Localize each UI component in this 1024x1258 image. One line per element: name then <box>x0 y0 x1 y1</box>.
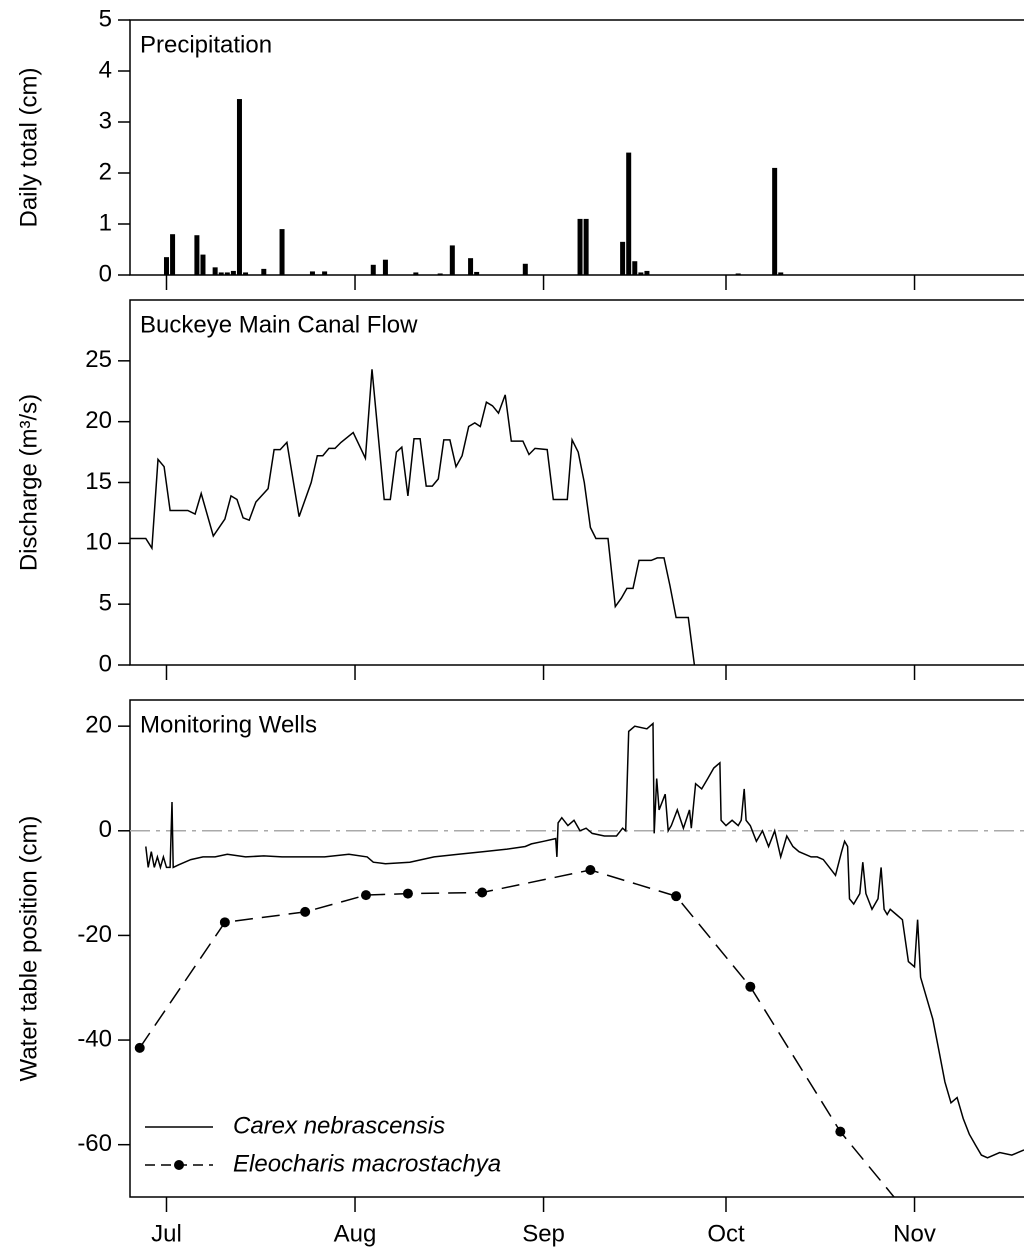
panel-title: Precipitation <box>140 31 272 58</box>
data-line <box>130 369 696 665</box>
bar <box>413 272 419 275</box>
legend-marker <box>174 1160 184 1170</box>
bar <box>437 273 443 275</box>
data-line <box>145 721 1024 1159</box>
y-tick-label: 5 <box>99 5 112 32</box>
y-tick-label: 0 <box>99 650 112 677</box>
y-tick-label: 1 <box>99 209 112 236</box>
bar <box>626 152 632 275</box>
axis-frame <box>129 19 1024 276</box>
data-point <box>134 1042 145 1053</box>
plot-area <box>130 721 1024 1197</box>
y-tick-label: 2 <box>99 158 112 185</box>
bar <box>224 272 230 275</box>
y-tick-label: 5 <box>99 590 112 617</box>
x-tick-label: Nov <box>893 1220 936 1247</box>
data-point <box>835 1126 846 1137</box>
y-tick-label: 0 <box>99 816 112 843</box>
axis-frame <box>129 699 1024 1198</box>
x-tick-label: Jul <box>151 1220 182 1247</box>
bar <box>583 218 589 275</box>
data-line <box>139 869 895 1197</box>
bar <box>212 267 218 275</box>
y-tick-label: 0 <box>99 260 112 287</box>
bar <box>243 272 249 275</box>
y-tick-label: -60 <box>77 1130 112 1157</box>
bar <box>194 235 200 275</box>
bar <box>230 270 236 275</box>
y-tick-label: 3 <box>99 107 112 134</box>
panel: 0 5 10 15 20 25 Buckeye Main Canal Flow Dischar… <box>15 299 1024 680</box>
y-tick-label: 20 <box>85 407 112 434</box>
panel: 0 1 2 3 4 5 Precipitation Daily total (cm) <box>15 5 1024 290</box>
bar <box>322 271 328 275</box>
y-tick-label: 20 <box>85 712 112 739</box>
panel: -60 -40 -20 0 20 Jul Aug Sep Oct Nov Monitoring We… <box>15 699 1024 1247</box>
y-axis-label: Daily total (cm) <box>15 67 42 227</box>
bar <box>279 229 285 275</box>
axis-frame <box>129 299 1024 666</box>
bar <box>200 254 206 275</box>
data-point <box>745 981 756 992</box>
bar <box>468 258 474 275</box>
y-tick-label: 4 <box>99 56 112 83</box>
y-axis-label: Water table position (cm) <box>15 816 42 1082</box>
bar <box>772 167 778 275</box>
x-tick-label: Oct <box>707 1220 745 1247</box>
bar <box>632 261 638 275</box>
bar <box>309 271 315 275</box>
legend-label: Carex nebrascensis <box>233 1112 445 1139</box>
bar <box>644 270 650 275</box>
bar <box>620 241 626 275</box>
bar <box>735 273 741 275</box>
y-tick-label: 15 <box>85 468 112 495</box>
plot-area <box>163 99 784 275</box>
bar <box>449 245 455 275</box>
data-point <box>360 890 371 901</box>
data-point <box>219 917 230 928</box>
bar <box>382 259 388 275</box>
y-tick-label: -40 <box>77 1025 112 1052</box>
y-tick-label: 25 <box>85 346 112 373</box>
data-point <box>477 887 488 898</box>
bar <box>218 272 224 275</box>
bar <box>474 271 480 275</box>
data-point <box>402 888 413 899</box>
bar <box>170 234 176 275</box>
y-axis-label: Discharge (m³/s) <box>15 394 42 571</box>
bar <box>163 257 169 275</box>
data-point <box>671 891 682 902</box>
y-tick-label: -20 <box>77 921 112 948</box>
bar <box>236 99 242 275</box>
y-tick-label: 10 <box>85 529 112 556</box>
bar <box>261 268 267 275</box>
bar <box>370 264 376 275</box>
data-point <box>585 865 596 876</box>
x-tick-label: Sep <box>522 1220 565 1247</box>
panel-title: Buckeye Main Canal Flow <box>140 311 418 338</box>
bar <box>577 218 583 275</box>
data-point <box>300 906 311 917</box>
panel-title: Monitoring Wells <box>140 711 317 738</box>
bar <box>638 272 644 275</box>
x-tick-label: Aug <box>334 1220 377 1247</box>
legend-label: Eleocharis macrostachya <box>233 1150 501 1177</box>
bar <box>778 272 784 275</box>
bar <box>522 263 528 275</box>
plot-area <box>130 369 696 665</box>
